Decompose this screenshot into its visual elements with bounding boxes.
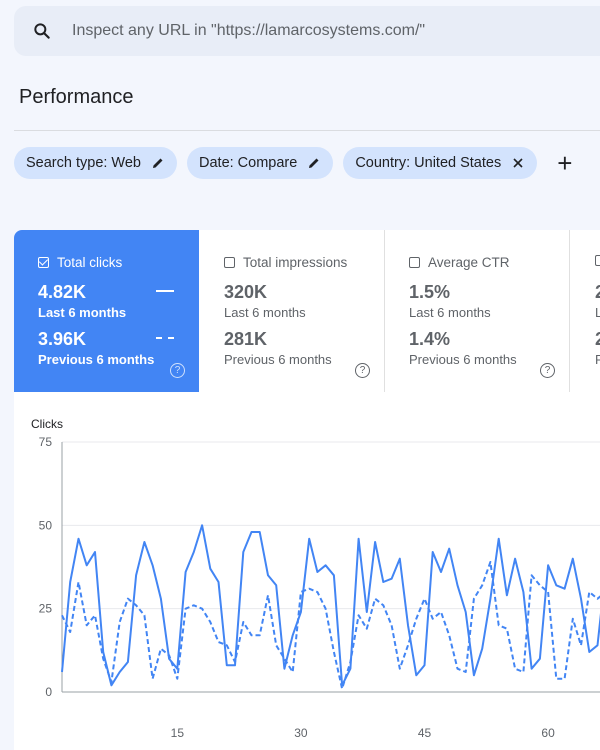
metric-previous-value: 3.96K	[38, 329, 87, 349]
metric-current-value: 1.5%	[409, 282, 451, 302]
previous-period-line	[61, 561, 600, 690]
filter-chip-search-type[interactable]: Search type: Web	[14, 147, 177, 179]
x-tick-label: 30	[294, 726, 308, 740]
metric-previous-label: Previous 6 months	[38, 352, 155, 367]
chip-label: Date: Compare	[199, 155, 298, 171]
metric-previous-value: 1.4%	[409, 329, 451, 349]
chip-label: Country: United States	[355, 155, 502, 171]
dashed-line-legend-icon	[156, 337, 174, 339]
page-title: Performance	[19, 86, 134, 108]
metric-previous-label: Previous 6 months	[409, 352, 517, 367]
help-icon[interactable]: ?	[170, 363, 185, 378]
add-icon[interactable]: +	[557, 148, 573, 178]
filter-chip-date[interactable]: Date: Compare	[187, 147, 334, 179]
y-tick-label: 25	[39, 602, 53, 616]
url-inspection-search[interactable]: Inspect any URL in "https://lamarcosyste…	[14, 6, 600, 56]
checkbox-icon[interactable]	[409, 257, 420, 268]
metric-label: Total clicks	[57, 255, 123, 270]
metric-card-total-clicks[interactable]: Total clicks 4.82K Last 6 months 3.96K P…	[14, 230, 199, 392]
edit-icon	[153, 158, 163, 168]
metric-label: Average CTR	[428, 255, 510, 270]
metric-current-label: Last 6 months	[224, 305, 306, 320]
metric-previous-value: 281K	[224, 329, 268, 349]
metric-current-value: 320K	[224, 282, 268, 302]
search-icon	[34, 23, 50, 39]
y-tick-label: 50	[39, 518, 53, 532]
metric-cards: Total clicks 4.82K Last 6 months 3.96K P…	[14, 230, 600, 392]
metric-current-value: 4.82K	[38, 282, 87, 302]
search-input[interactable]: Inspect any URL in "https://lamarcosyste…	[72, 22, 426, 39]
metric-previous-label: Previous 6 months	[224, 352, 332, 367]
metric-previous-value: 2	[595, 329, 600, 350]
divider	[14, 130, 600, 131]
metric-current-value: 2	[595, 282, 600, 303]
y-tick-label: 75	[39, 435, 53, 449]
checkbox-icon[interactable]	[595, 255, 600, 266]
metric-current-label: Last 6 months	[38, 305, 127, 320]
metric-current-label: Last 6 months	[409, 305, 491, 320]
help-icon[interactable]: ?	[540, 363, 555, 378]
close-icon[interactable]	[511, 156, 525, 170]
metric-card-average-position[interactable]: 2 L 2 F	[571, 230, 600, 392]
checkbox-icon[interactable]	[224, 257, 235, 268]
checkbox-checked-icon[interactable]	[38, 257, 49, 268]
x-tick-label: 45	[418, 726, 432, 740]
y-axis-label: Clicks	[31, 417, 63, 431]
metric-card-total-impressions[interactable]: Total impressions 320K Last 6 months 281…	[200, 230, 385, 392]
clicks-line-chart[interactable]: Clicks 0 25 50 75 15 30 45 60	[14, 392, 600, 750]
solid-line-legend-icon	[156, 290, 174, 292]
metric-current-label: L	[595, 305, 600, 320]
x-tick-label: 15	[171, 726, 185, 740]
filter-chips: Search type: Web Date: Compare Country: …	[14, 147, 572, 179]
performance-chart[interactable]: Clicks 0 25 50 75 15 30 45 60	[14, 392, 600, 750]
metric-card-average-ctr[interactable]: Average CTR 1.5% Last 6 months 1.4% Prev…	[385, 230, 570, 392]
y-tick-label: 0	[45, 685, 52, 699]
edit-icon	[309, 158, 319, 168]
metric-previous-label: F	[595, 352, 600, 367]
filter-chip-country[interactable]: Country: United States	[343, 147, 538, 179]
chip-label: Search type: Web	[26, 155, 141, 171]
current-period-line	[61, 524, 600, 687]
help-icon[interactable]: ?	[355, 363, 370, 378]
x-tick-label: 60	[541, 726, 555, 740]
metric-label: Total impressions	[243, 255, 348, 270]
